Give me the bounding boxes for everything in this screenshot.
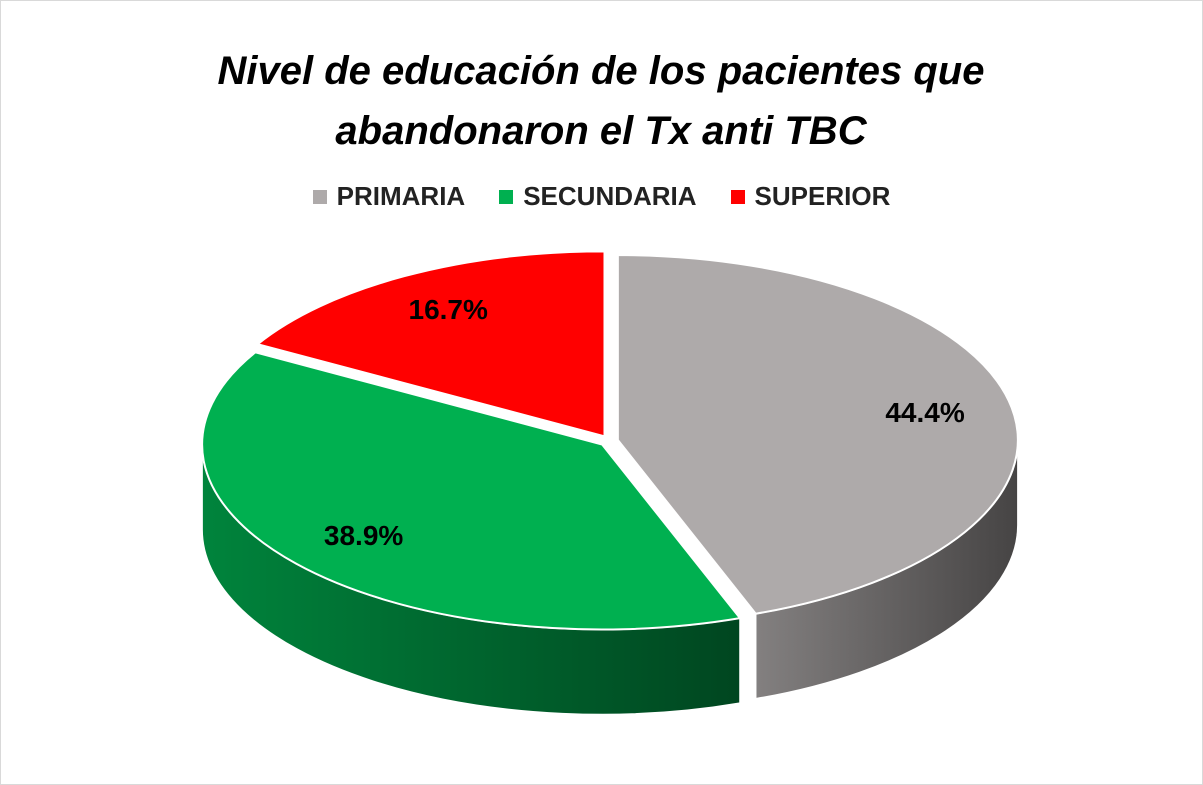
legend-label: SECUNDARIA (523, 181, 697, 211)
data-label: 44.4% (885, 397, 964, 428)
legend-label: SUPERIOR (754, 181, 891, 211)
pie-slice (201, 351, 742, 631)
pie-slice (255, 250, 606, 438)
legend-item: PRIMARIA (312, 181, 466, 212)
legend-item: SECUNDARIA (499, 181, 697, 212)
chart-title: Nivel de educación de los pacientes que … (217, 49, 985, 153)
legend-swatch (312, 189, 327, 204)
legend-swatch (499, 189, 514, 204)
pie-slice (616, 254, 1019, 615)
legend-item: SUPERIOR (730, 181, 891, 212)
legend-swatch (730, 189, 745, 204)
data-label: 38.9% (324, 520, 403, 551)
legend-label: PRIMARIA (336, 181, 466, 211)
legend: PRIMARIA SECUNDARIA SUPERIOR (1, 181, 1202, 212)
data-label: 16.7% (409, 294, 488, 325)
